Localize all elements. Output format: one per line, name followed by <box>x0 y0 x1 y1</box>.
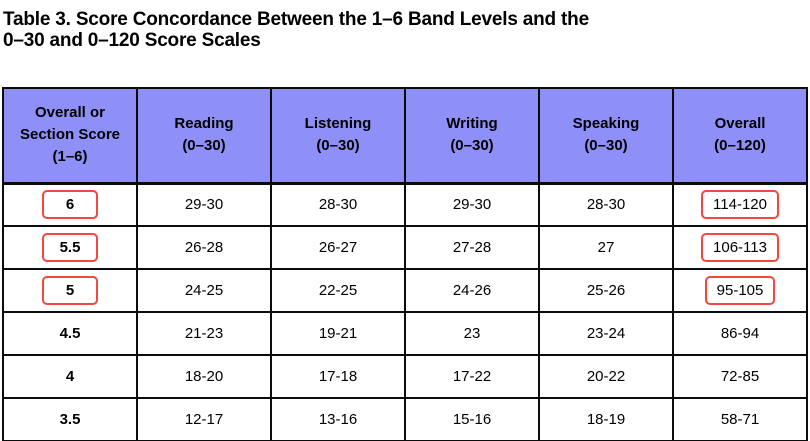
listening-cell: 26-27 <box>270 225 406 270</box>
listening-cell: 19-21 <box>270 311 406 356</box>
table-row-band-3.5: 3.5 12-17 13-16 15-16 18-19 58-71 <box>2 397 808 441</box>
page: Table 3. Score Concordance Between the 1… <box>0 9 810 441</box>
table-row-band-6: 6 29-30 28-30 29-30 28-30 114-120 <box>2 182 808 227</box>
band-cell: 5.5 <box>2 225 138 270</box>
highlight-box: 6 <box>42 190 98 220</box>
overall-cell: 106-113 <box>672 225 808 270</box>
table-row-band-5.5: 5.5 26-28 26-27 27-28 27 106-113 <box>2 225 808 270</box>
reading-cell: 21-23 <box>136 311 272 356</box>
band-cell: 4 <box>2 354 138 399</box>
table-row-band-4: 4 18-20 17-18 17-22 20-22 72-85 <box>2 354 808 399</box>
reading-cell: 26-28 <box>136 225 272 270</box>
listening-cell: 17-18 <box>270 354 406 399</box>
column-header-band: Overall or Section Score (1–6) <box>2 87 138 185</box>
column-header-speaking: Speaking (0–30) <box>538 87 674 185</box>
reading-cell: 12-17 <box>136 397 272 441</box>
overall-cell: 58-71 <box>672 397 808 441</box>
writing-cell: 27-28 <box>404 225 540 270</box>
column-header-writing: Writing (0–30) <box>404 87 540 185</box>
table-row-band-5: 5 24-25 22-25 24-26 25-26 95-105 <box>2 268 808 313</box>
speaking-cell: 28-30 <box>538 182 674 227</box>
highlight-box: 106-113 <box>701 233 779 262</box>
band-cell: 6 <box>2 182 138 227</box>
speaking-cell: 25-26 <box>538 268 674 313</box>
speaking-cell: 18-19 <box>538 397 674 441</box>
listening-cell: 13-16 <box>270 397 406 441</box>
table-header: Overall or Section Score (1–6) Reading (0… <box>2 87 808 185</box>
column-header-listening: Listening (0–30) <box>270 87 406 185</box>
band-cell: 5 <box>2 268 138 313</box>
column-header-reading: Reading (0–30) <box>136 87 272 185</box>
listening-cell: 22-25 <box>270 268 406 313</box>
writing-cell: 24-26 <box>404 268 540 313</box>
reading-cell: 29-30 <box>136 182 272 227</box>
table-row-band-4.5: 4.5 21-23 19-21 23 23-24 86-94 <box>2 311 808 356</box>
reading-cell: 18-20 <box>136 354 272 399</box>
writing-cell: 17-22 <box>404 354 540 399</box>
overall-cell: 114-120 <box>672 182 808 227</box>
speaking-cell: 23-24 <box>538 311 674 356</box>
reading-cell: 24-25 <box>136 268 272 313</box>
column-header-overall: Overall (0–120) <box>672 87 808 185</box>
writing-cell: 29-30 <box>404 182 540 227</box>
overall-cell: 72-85 <box>672 354 808 399</box>
writing-cell: 15-16 <box>404 397 540 441</box>
table-body: 6 29-30 28-30 29-30 28-30 114-120 5.5 26-28 26-2… <box>2 182 808 441</box>
highlight-box: 114-120 <box>701 190 779 220</box>
band-cell: 3.5 <box>2 397 138 441</box>
listening-cell: 28-30 <box>270 182 406 227</box>
table-title: Table 3. Score Concordance Between the 1… <box>3 9 589 51</box>
header-row: Overall or Section Score (1–6) Reading (0… <box>2 87 808 185</box>
highlight-box: 5 <box>42 276 98 305</box>
writing-cell: 23 <box>404 311 540 356</box>
highlight-box: 5.5 <box>42 233 98 262</box>
band-cell: 4.5 <box>2 311 138 356</box>
score-concordance-table: Overall or Section Score (1–6) Reading (0… <box>2 87 808 441</box>
speaking-cell: 20-22 <box>538 354 674 399</box>
speaking-cell: 27 <box>538 225 674 270</box>
overall-cell: 95-105 <box>672 268 808 313</box>
highlight-box: 95-105 <box>704 276 776 305</box>
overall-cell: 86-94 <box>672 311 808 356</box>
